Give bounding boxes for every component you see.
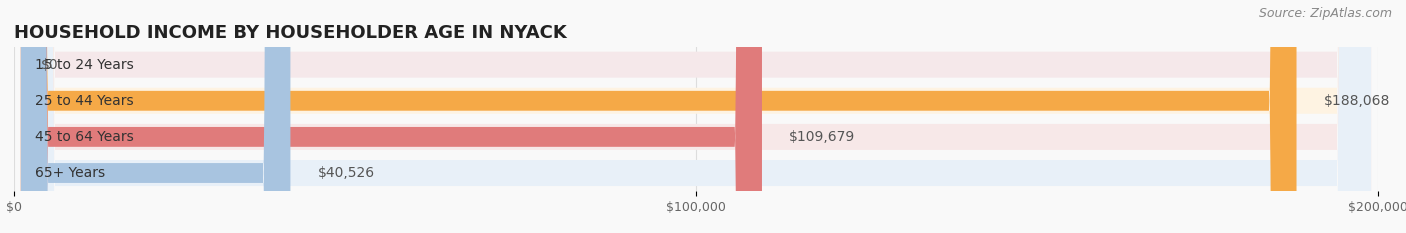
Text: HOUSEHOLD INCOME BY HOUSEHOLDER AGE IN NYACK: HOUSEHOLD INCOME BY HOUSEHOLDER AGE IN N… — [14, 24, 567, 42]
Text: $40,526: $40,526 — [318, 166, 375, 180]
Text: $109,679: $109,679 — [789, 130, 855, 144]
Text: $0: $0 — [41, 58, 59, 72]
Text: 45 to 64 Years: 45 to 64 Years — [35, 130, 134, 144]
FancyBboxPatch shape — [21, 0, 1371, 233]
FancyBboxPatch shape — [21, 0, 1371, 233]
Text: 65+ Years: 65+ Years — [35, 166, 104, 180]
Text: 15 to 24 Years: 15 to 24 Years — [35, 58, 134, 72]
FancyBboxPatch shape — [21, 0, 291, 233]
Text: Source: ZipAtlas.com: Source: ZipAtlas.com — [1258, 7, 1392, 20]
FancyBboxPatch shape — [21, 0, 762, 233]
FancyBboxPatch shape — [21, 0, 1296, 233]
FancyBboxPatch shape — [21, 0, 1371, 233]
Text: $188,068: $188,068 — [1324, 94, 1391, 108]
FancyBboxPatch shape — [21, 0, 1371, 233]
Text: 25 to 44 Years: 25 to 44 Years — [35, 94, 134, 108]
